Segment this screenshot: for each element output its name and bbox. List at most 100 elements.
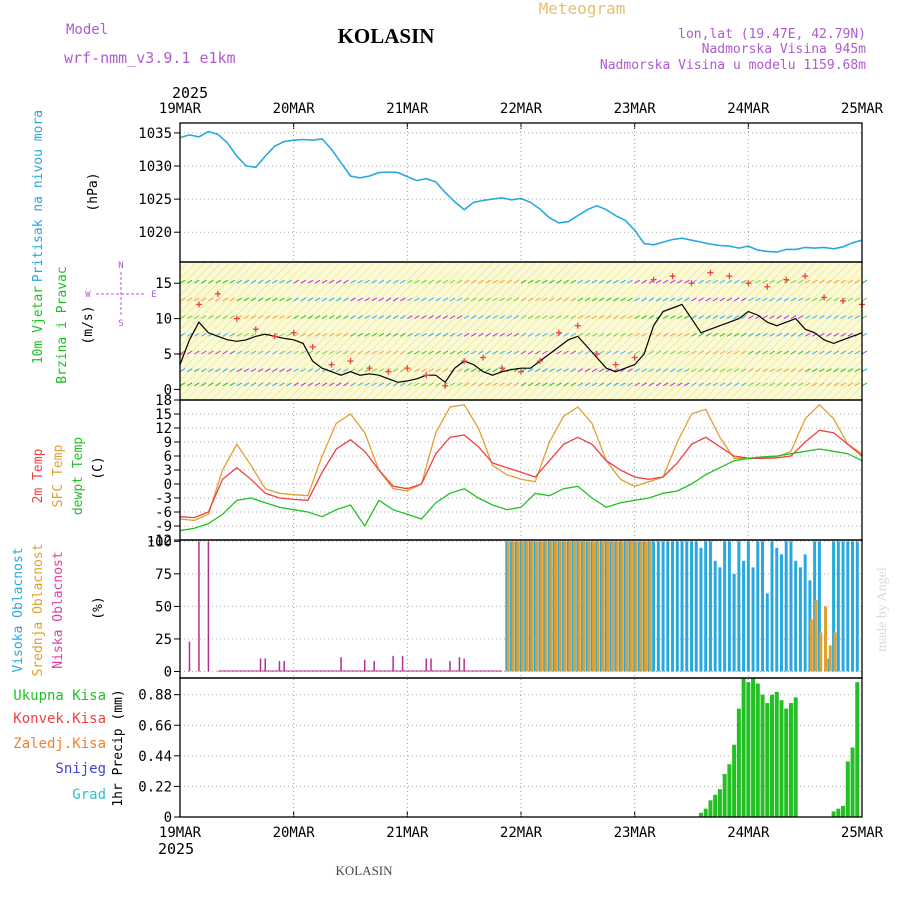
cloud-mid-bar [587,541,591,672]
wind-barb [861,279,868,284]
wind-barb [648,368,655,373]
wind-barb [790,350,797,355]
wind-barb [570,350,576,355]
cloud-mid-label: Srednja Oblacnost [31,543,46,676]
cloud-high-bar [671,541,675,672]
wind-barb [478,350,484,355]
temperature-tick-label: -3 [155,491,172,507]
wind-barb [307,382,314,387]
wind-barb [350,297,356,302]
cloud-mid-bar [563,541,567,672]
wind-barb [620,382,626,387]
wind-barb [748,332,754,337]
wind-barb [513,315,520,320]
wind-barb [371,332,378,337]
wind-barb [740,368,747,373]
wind-barb [421,350,427,355]
wind-barb [804,368,811,373]
precip-bar [736,708,741,817]
wind-barb [712,350,719,355]
wind-barb [698,297,704,302]
wind-barb [364,382,370,387]
wind-barb [634,350,640,355]
wind-barb [527,350,534,355]
wind-barb [449,315,456,320]
cloud-high-bar [723,541,727,672]
wind-barb [456,368,463,373]
cloud-mid-bar [629,541,633,672]
wind-barb [598,368,605,373]
cloud-low-bar [363,659,366,672]
wind-barb [215,350,221,355]
wind-barb [691,297,697,302]
precip-bar [836,808,841,817]
wind-barb [492,368,498,373]
top-date-label: 19MAR [159,101,202,117]
wind-barb [719,332,726,337]
wind-barb [392,279,399,284]
wind-barb [549,382,555,387]
wind-barb [563,368,569,373]
wind-barb [272,297,278,302]
cloud-high-bar [794,560,798,672]
wind-barb [442,332,449,337]
wind-barb [471,382,477,387]
cloud-high-bar [732,573,736,672]
wind-barb [186,332,193,337]
wind-barb [854,279,861,284]
bottom-date-label: 22MAR [500,825,543,841]
wind-barb [364,279,370,284]
wind-barb [840,332,846,337]
wind-barb [577,279,584,284]
wind-barb [286,315,292,320]
station-title: KOLASIN [338,24,435,48]
wind-barb [392,350,399,355]
bottom-date-label: 19MAR [159,825,202,841]
precip-bar [765,703,770,817]
wind-barb [577,297,584,302]
precip-bar [741,678,746,817]
wind-barb [655,350,662,355]
wind-barb [449,297,456,302]
wind-barb [605,382,612,387]
wind-barb [755,368,761,373]
precip-bar [732,744,737,817]
wind-barb [620,332,626,337]
wind-barb [861,368,868,373]
wind-barb [208,297,214,302]
wind-barb [186,315,193,320]
wind-barb [442,297,449,302]
wind-barb [236,382,243,387]
wind-barb [833,297,839,302]
cloud-high-bar [708,541,712,672]
wind-barb [733,297,740,302]
wind-barb [534,382,541,387]
cloud-mid-bar [535,541,539,672]
wind-barb [783,368,790,373]
wind-barb [854,297,861,302]
wind-barb [819,332,825,337]
wind-barb [598,382,605,387]
wind-barb [826,368,832,373]
wind-barb [655,332,662,337]
panels [177,122,868,818]
wind-barb [357,279,363,284]
wind-barb [584,315,591,320]
wind-barb [506,297,513,302]
wind-barb [378,315,385,320]
wind-barb [428,279,434,284]
wind-barb [478,382,484,387]
wind-barb [748,315,754,320]
cloud-unit: (%) [91,596,106,619]
wind-barb [257,382,264,387]
wind-barb [293,350,299,355]
wind-barb [840,368,846,373]
wind-barb [343,297,349,302]
wind-barb [378,368,385,373]
wind-title-1: 10m Vjetar [31,286,46,364]
precip-bar [850,747,855,817]
precip-tick-label: 0.22 [138,779,172,795]
wind-barb [208,350,214,355]
wind-barb [847,350,854,355]
wind-barb [577,315,584,320]
